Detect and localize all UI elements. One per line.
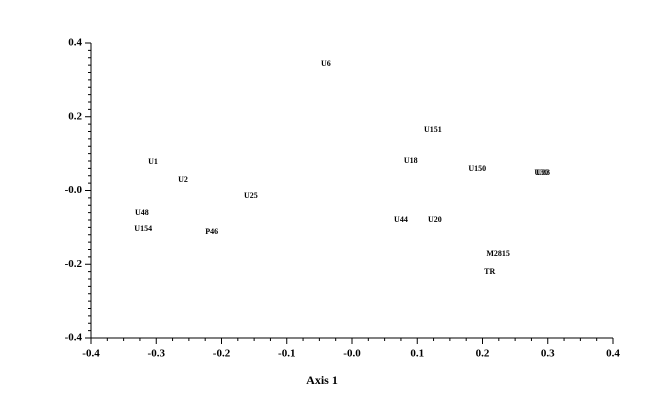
point-label: TR [484, 267, 495, 276]
point-label: M2815 [486, 249, 510, 258]
y-tick-label: 0.2 [68, 110, 82, 122]
x-tick-label: -0.1 [278, 348, 295, 360]
x-tick-label: -0.0 [343, 348, 361, 360]
point-label: U154 [134, 224, 152, 233]
x-tick-label: -0.3 [148, 348, 166, 360]
x-tick-label: 0.2 [476, 348, 490, 360]
y-tick-label: -0.2 [65, 258, 83, 270]
point-label: U25 [244, 191, 258, 200]
point-label: U33 [536, 168, 550, 177]
y-tick-label: 0.4 [68, 37, 82, 49]
point-label: U20 [428, 215, 442, 224]
y-tick-label: -0.0 [65, 184, 83, 196]
x-tick-label: 0.3 [541, 348, 555, 360]
point-label: U151 [424, 125, 442, 134]
point-label: U48 [135, 208, 149, 217]
x-tick-label: 0.4 [606, 348, 620, 360]
point-label: U2 [178, 175, 188, 184]
x-tick-label: 0.1 [410, 348, 424, 360]
point-label: U150 [468, 164, 486, 173]
x-tick-label: -0.4 [82, 348, 100, 360]
x-tick-label: -0.2 [213, 348, 231, 360]
point-label: P46 [205, 227, 218, 236]
x-axis-label: Axis 1 [306, 373, 338, 387]
y-tick-label: -0.4 [65, 332, 83, 344]
point-label: U18 [404, 156, 418, 165]
point-label: U44 [394, 215, 408, 224]
point-label: U1 [148, 157, 158, 166]
point-label: U6 [321, 59, 331, 68]
point-label: U30 [534, 168, 548, 177]
